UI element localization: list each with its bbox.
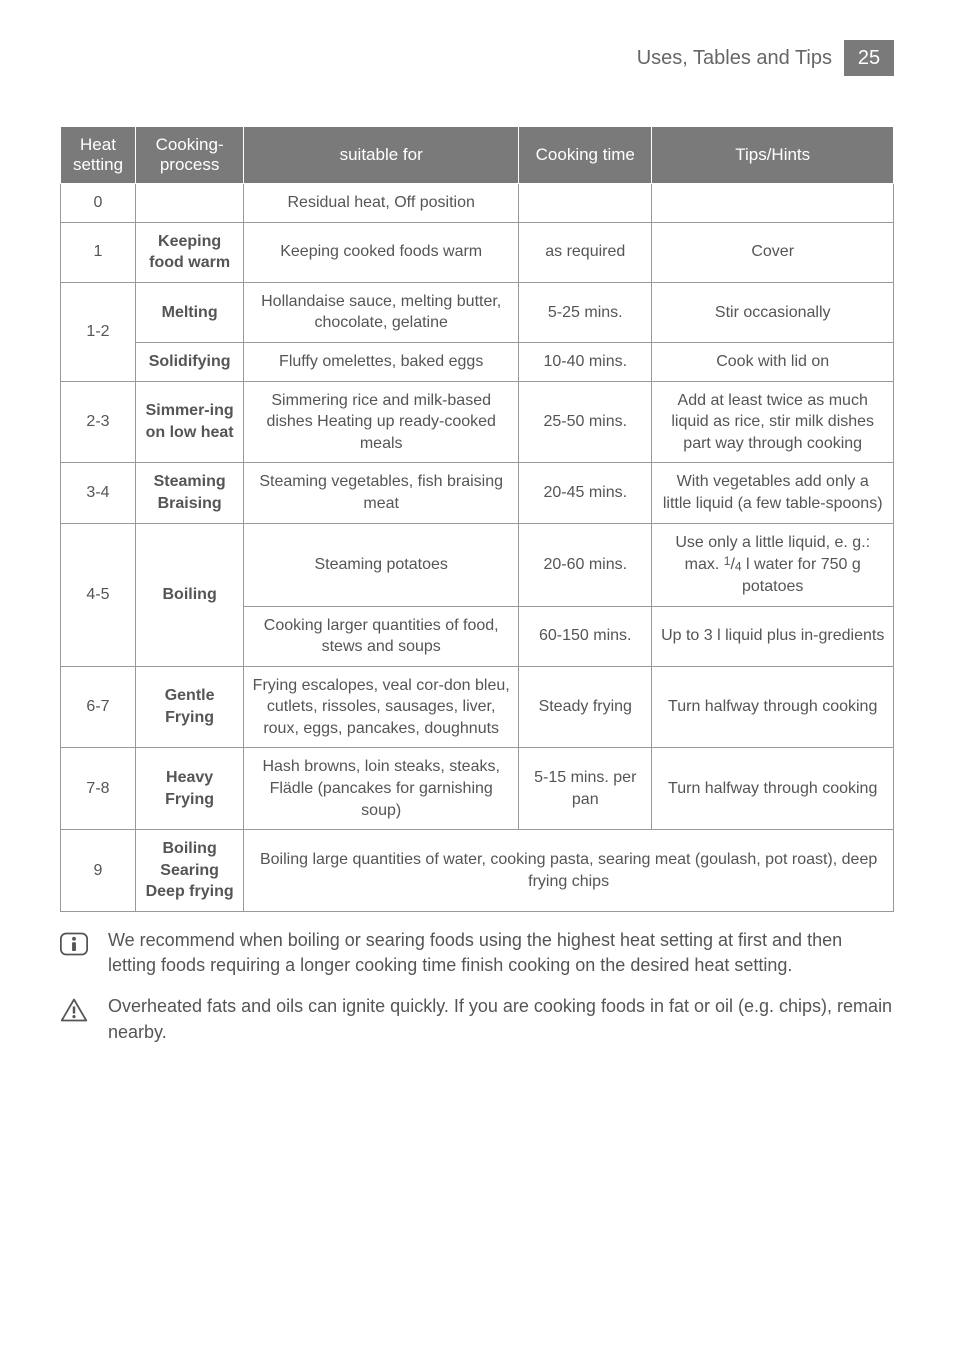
warning-note: Overheated fats and oils can ignite quic… <box>60 994 894 1044</box>
cell-heat: 7-8 <box>61 748 136 830</box>
cell-suitable: Hash browns, loin steaks, steaks, Flädle… <box>244 748 519 830</box>
table-row: 6-7 Gentle Frying Frying escalopes, veal… <box>61 666 894 748</box>
cell-suitable: Simmering rice and milk-based dishes Hea… <box>244 381 519 463</box>
cell-merged: Boiling large quantities of water, cooki… <box>244 830 894 912</box>
cell-time: 5-25 mins. <box>519 282 652 342</box>
cell-suitable: Cooking larger quantities of food, stews… <box>244 606 519 666</box>
fraction-numerator: 1 <box>724 554 731 568</box>
th-tips: Tips/Hints <box>652 127 894 184</box>
cell-tips <box>652 184 894 223</box>
cell-tips: Up to 3 l liquid plus in-gredients <box>652 606 894 666</box>
cell-tips: Turn halfway through cooking <box>652 666 894 748</box>
cell-process: Solidifying <box>135 342 243 381</box>
cell-process: Melting <box>135 282 243 342</box>
cell-time: Steady frying <box>519 666 652 748</box>
table-header-row: Heat setting Cooking-process suitable fo… <box>61 127 894 184</box>
table-row: 1-2 Melting Hollandaise sauce, melting b… <box>61 282 894 342</box>
th-suitable: suitable for <box>244 127 519 184</box>
th-time: Cooking time <box>519 127 652 184</box>
cell-heat: 6-7 <box>61 666 136 748</box>
cell-suitable: Fluffy omelettes, baked eggs <box>244 342 519 381</box>
cell-time: 5-15 mins. per pan <box>519 748 652 830</box>
cell-heat: 9 <box>61 830 136 912</box>
th-process: Cooking-process <box>135 127 243 184</box>
th-heat: Heat setting <box>61 127 136 184</box>
info-note: We recommend when boiling or searing foo… <box>60 928 894 978</box>
cell-tips: Stir occasionally <box>652 282 894 342</box>
table-row: 3-4 Steaming Braising Steaming vegetable… <box>61 463 894 523</box>
cell-process: Gentle Frying <box>135 666 243 748</box>
cell-tips: With vegetables add only a little liquid… <box>652 463 894 523</box>
cell-process: Boiling Searing Deep frying <box>135 830 243 912</box>
cell-process: Steaming Braising <box>135 463 243 523</box>
cell-time: as required <box>519 222 652 282</box>
cell-tips: Add at least twice as much liquid as ric… <box>652 381 894 463</box>
cell-time: 25-50 mins. <box>519 381 652 463</box>
cell-suitable: Steaming vegetables, fish braising meat <box>244 463 519 523</box>
cell-suitable: Keeping cooked foods warm <box>244 222 519 282</box>
cell-heat: 1 <box>61 222 136 282</box>
fraction-denominator: 4 <box>735 560 742 574</box>
cell-tips: Cover <box>652 222 894 282</box>
table-row: 1 Keeping food warm Keeping cooked foods… <box>61 222 894 282</box>
cell-time: 10-40 mins. <box>519 342 652 381</box>
table-row: 2-3 Simmer-ing on low heat Simmering ric… <box>61 381 894 463</box>
cell-suitable: Frying escalopes, veal cor-don bleu, cut… <box>244 666 519 748</box>
cell-process: Keeping food warm <box>135 222 243 282</box>
cell-suitable: Residual heat, Off position <box>244 184 519 223</box>
cell-suitable: Hollandaise sauce, melting butter, choco… <box>244 282 519 342</box>
cell-time: 20-45 mins. <box>519 463 652 523</box>
section-title: Uses, Tables and Tips <box>637 47 832 70</box>
cell-heat: 2-3 <box>61 381 136 463</box>
cell-process: Simmer-ing on low heat <box>135 381 243 463</box>
cell-time: 20-60 mins. <box>519 523 652 606</box>
cooking-table: Heat setting Cooking-process suitable fo… <box>60 126 894 912</box>
info-icon <box>60 930 90 963</box>
cell-heat: 4-5 <box>61 523 136 666</box>
info-note-text: We recommend when boiling or searing foo… <box>108 928 894 978</box>
cell-time <box>519 184 652 223</box>
table-row: Solidifying Fluffy omelettes, baked eggs… <box>61 342 894 381</box>
tips-text-post: l water for 750 g potatoes <box>742 556 861 595</box>
table-row: 7-8 Heavy Frying Hash browns, loin steak… <box>61 748 894 830</box>
cell-suitable: Steaming potatoes <box>244 523 519 606</box>
cell-time: 60-150 mins. <box>519 606 652 666</box>
cell-tips: Cook with lid on <box>652 342 894 381</box>
table-row: 9 Boiling Searing Deep frying Boiling la… <box>61 830 894 912</box>
warning-note-text: Overheated fats and oils can ignite quic… <box>108 994 894 1044</box>
cell-tips: Use only a little liquid, e. g.: max. 1/… <box>652 523 894 606</box>
page-header: Uses, Tables and Tips 25 <box>60 40 894 76</box>
cell-process <box>135 184 243 223</box>
cell-heat: 1-2 <box>61 282 136 381</box>
cell-heat: 3-4 <box>61 463 136 523</box>
cell-process: Heavy Frying <box>135 748 243 830</box>
page-number: 25 <box>844 40 894 76</box>
table-row: 0 Residual heat, Off position <box>61 184 894 223</box>
warning-icon <box>60 996 90 1029</box>
cell-tips: Turn halfway through cooking <box>652 748 894 830</box>
table-row: 4-5 Boiling Steaming potatoes 20-60 mins… <box>61 523 894 606</box>
cell-process: Boiling <box>135 523 243 666</box>
cell-heat: 0 <box>61 184 136 223</box>
